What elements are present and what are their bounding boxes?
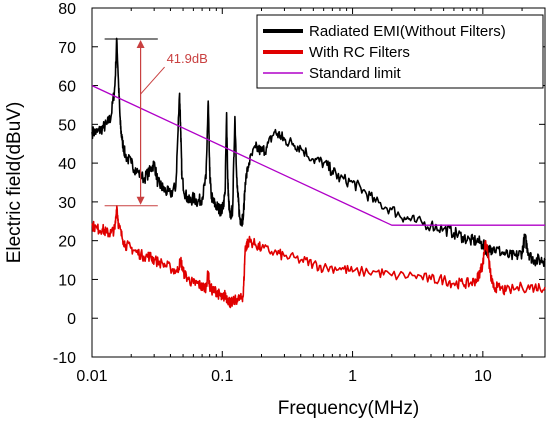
annotation-arrow-up	[136, 40, 145, 49]
y-tick-label: 50	[58, 117, 76, 134]
legend-entry-rc-filters-label: With RC Filters	[309, 44, 410, 61]
series-standard-limit-line	[91, 85, 545, 226]
legend-entry-standard-limit-label: Standard limit	[309, 65, 402, 82]
y-axis-title: Electric field(dBuV)	[4, 102, 25, 264]
y-tick-label: 40	[58, 156, 76, 173]
y-tick-label: 60	[58, 79, 76, 96]
y-tick-label: 30	[58, 195, 76, 212]
y-tick-label: 0	[67, 311, 76, 328]
series-layer	[91, 37, 546, 309]
y-tick-label: -10	[53, 350, 76, 367]
annotation-label: 41.9dB	[167, 51, 208, 66]
y-tick-label: 80	[58, 1, 76, 18]
x-tick-label: 1	[348, 368, 357, 385]
annotation-arrow-down	[136, 196, 145, 205]
legend-box	[256, 14, 544, 89]
x-tick-label: 10	[474, 368, 492, 385]
legend-entry-radiated-emi-label: Radiated EMI(Without Filters)	[309, 23, 506, 40]
x-tick-label: 0.1	[211, 368, 233, 385]
axes-layer: 0.01 0.1 1 10 -10 0 10 20 30 40 50 60 70 80 Frequency(…	[4, 1, 546, 419]
annotation-layer: 41.9dB	[104, 38, 208, 207]
x-axis-title: Frequency(MHz)	[278, 398, 419, 419]
y-tick-label: 10	[58, 272, 76, 289]
series-radiated-emi-line	[91, 37, 546, 267]
series-rc-filters-line	[91, 205, 546, 309]
plot-frame	[91, 7, 546, 358]
x-tick-label: 0.01	[76, 368, 107, 385]
y-tick-label: 20	[58, 234, 76, 251]
legend-layer: Radiated EMI(Without Filters) With RC Fil…	[256, 14, 544, 89]
annotation-leader-line	[140, 66, 165, 95]
y-tick-label: 70	[58, 40, 76, 57]
